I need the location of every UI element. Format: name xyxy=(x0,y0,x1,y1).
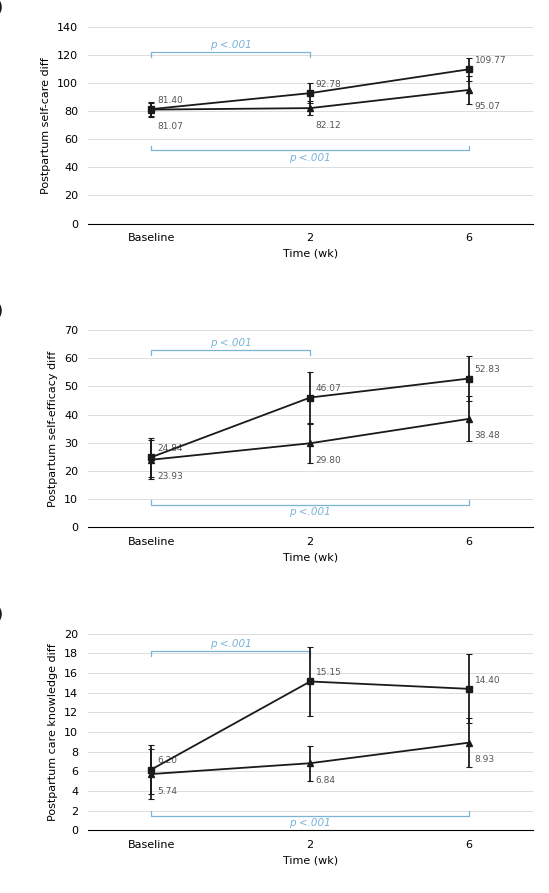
Text: 38.48: 38.48 xyxy=(474,431,500,440)
Text: 82.12: 82.12 xyxy=(316,121,341,129)
Text: p <.001: p <.001 xyxy=(289,507,331,517)
Text: 81.40: 81.40 xyxy=(157,96,183,105)
Text: 92.78: 92.78 xyxy=(316,80,341,89)
Text: p <.001: p <.001 xyxy=(210,639,251,649)
Text: 5.74: 5.74 xyxy=(157,787,177,796)
Text: 23.93: 23.93 xyxy=(157,472,183,481)
Text: p <.001: p <.001 xyxy=(289,153,331,163)
Text: 46.07: 46.07 xyxy=(316,384,341,393)
Text: 52.83: 52.83 xyxy=(474,365,500,374)
X-axis label: Time (wk): Time (wk) xyxy=(283,249,338,259)
Text: 15.15: 15.15 xyxy=(316,668,341,677)
Text: 24.84: 24.84 xyxy=(157,444,182,453)
Text: 6.84: 6.84 xyxy=(316,776,336,785)
Text: p <.001: p <.001 xyxy=(210,338,251,347)
Text: 29.80: 29.80 xyxy=(316,455,341,464)
Y-axis label: Postpartum self-efficacy diff: Postpartum self-efficacy diff xyxy=(48,351,58,506)
Y-axis label: Postpartum care knowledge diff: Postpartum care knowledge diff xyxy=(48,643,58,821)
Text: 14.40: 14.40 xyxy=(474,676,500,685)
X-axis label: Time (wk): Time (wk) xyxy=(283,855,338,866)
X-axis label: Time (wk): Time (wk) xyxy=(283,552,338,563)
Text: p <.001: p <.001 xyxy=(210,39,251,50)
Text: 95.07: 95.07 xyxy=(474,103,501,112)
Text: 81.07: 81.07 xyxy=(157,122,183,131)
Text: 6.20: 6.20 xyxy=(157,756,177,765)
Y-axis label: Postpartum self-care diff: Postpartum self-care diff xyxy=(41,57,52,194)
Text: 109.77: 109.77 xyxy=(474,56,506,65)
Text: p <.001: p <.001 xyxy=(289,818,331,828)
Text: 8.93: 8.93 xyxy=(474,755,495,764)
